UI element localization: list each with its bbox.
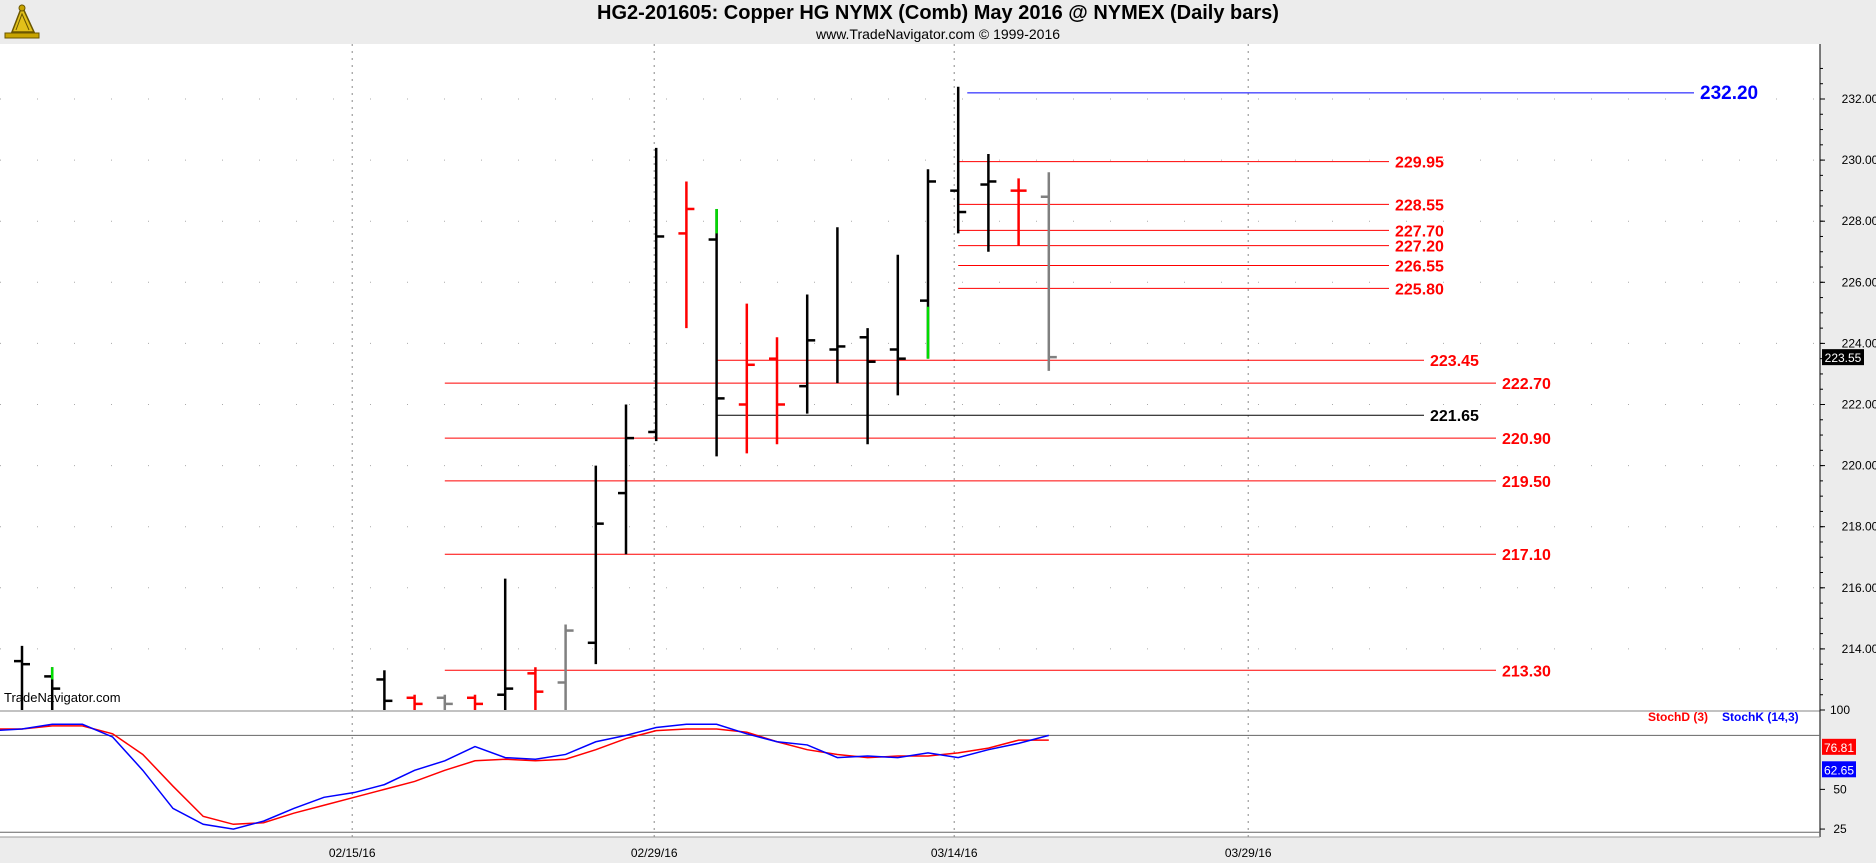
level-label: 227.70 — [1395, 223, 1444, 240]
level-label: 229.95 — [1395, 155, 1444, 172]
stoch-y-tick-label: 100 — [1830, 703, 1850, 717]
sextant-logo-icon — [4, 4, 40, 39]
price-panel — [0, 44, 1820, 710]
level-label: 222.70 — [1502, 376, 1551, 393]
y-tick-label: 230.00 — [1842, 153, 1876, 167]
y-tick-label: 228.00 — [1842, 214, 1876, 228]
x-tick-label: 02/15/16 — [329, 846, 376, 860]
stoch-panel — [0, 712, 1820, 837]
stochD-line — [0, 725, 1049, 826]
level-label: 225.80 — [1395, 281, 1444, 298]
stoch-last-tag — [1822, 738, 1856, 755]
chart-title: HG2-201605: Copper HG NYMX (Comb) May 20… — [597, 2, 1279, 24]
y-tick-label: 218.00 — [1842, 520, 1876, 534]
x-tick-label: 02/29/16 — [631, 846, 678, 860]
watermark: TradeNavigator.com — [4, 690, 121, 705]
y-tick-label: 224.00 — [1842, 336, 1876, 350]
y-tick-label: 222.00 — [1842, 397, 1876, 411]
y-tick-label: 220.00 — [1842, 459, 1876, 473]
level-label: 226.55 — [1395, 258, 1444, 275]
level-label: 221.65 — [1430, 408, 1479, 425]
level-label: 217.10 — [1502, 547, 1551, 564]
y-tick-label: 226.00 — [1842, 275, 1876, 289]
y-tick-label: 214.00 — [1842, 642, 1876, 656]
level-label: 228.55 — [1395, 197, 1444, 214]
y-tick-label: 216.00 — [1842, 581, 1876, 595]
level-label: 223.45 — [1430, 353, 1479, 370]
level-label: 232.20 — [1700, 83, 1758, 104]
chart-header: HG2-201605: Copper HG NYMX (Comb) May 20… — [0, 0, 1876, 44]
level-label: 220.90 — [1502, 431, 1551, 448]
legend-stochK: StochK (14,3) — [1722, 710, 1799, 724]
stoch-last-label: 76.81 — [1824, 741, 1854, 755]
chart-subtitle: www.TradeNavigator.com © 1999-2016 — [815, 26, 1061, 42]
stoch-y-tick-label: 25 — [1833, 822, 1847, 836]
x-tick-label: 03/29/16 — [1225, 846, 1272, 860]
level-label: 227.20 — [1395, 239, 1444, 256]
level-label: 213.30 — [1502, 663, 1551, 680]
legend-stochD: StochD (3) — [1648, 710, 1708, 724]
y-tick-label: 232.00 — [1842, 92, 1876, 106]
stoch-last-label: 62.65 — [1824, 763, 1854, 777]
stoch-last-tag — [1822, 761, 1856, 778]
x-tick-label: 03/14/16 — [931, 846, 978, 860]
level-label: 219.50 — [1502, 474, 1551, 491]
stoch-y-tick-label: 50 — [1833, 782, 1847, 796]
last-price-tag — [1822, 349, 1864, 366]
stochK-line — [0, 723, 1049, 830]
last-price-label: 223.55 — [1825, 351, 1862, 365]
